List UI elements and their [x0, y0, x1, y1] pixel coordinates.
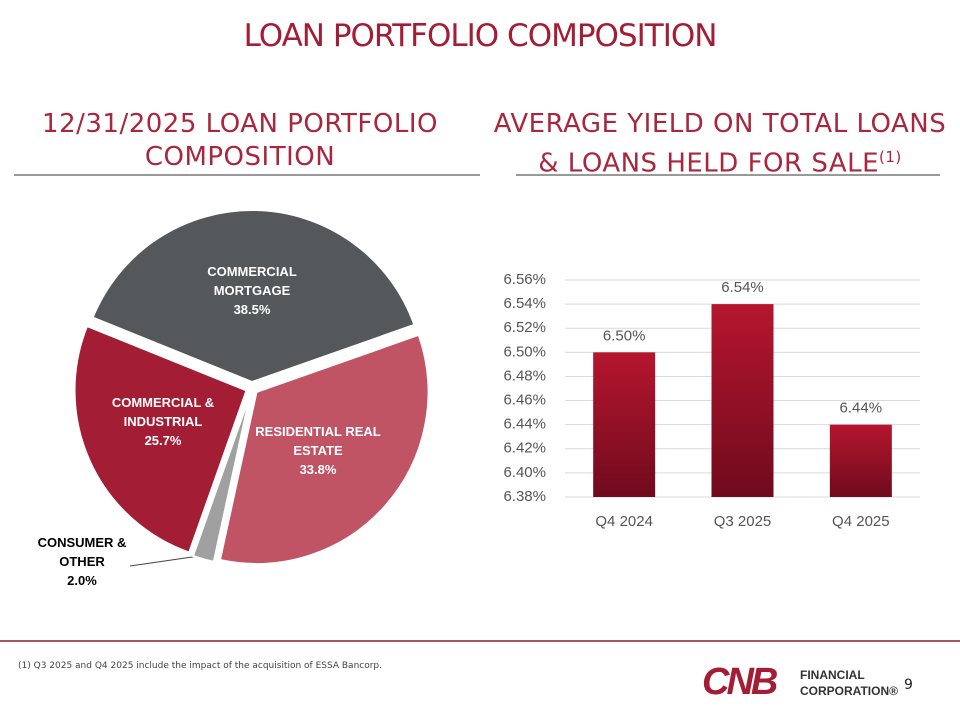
category-label: RESIDENTIAL REAL ESTATE — [255, 424, 381, 458]
slice-label: CONSUMER & OTHER 2.0% — [27, 533, 137, 590]
slice-label: COMMERCIAL & INDUSTRIAL 25.7% — [93, 393, 233, 450]
pie-slice — [91, 209, 416, 384]
x-tick-label: Q4 2024 — [595, 513, 653, 530]
page-number: 9 — [904, 677, 913, 693]
pie-slice — [191, 393, 252, 564]
footnote: (1) Q3 2025 and Q4 2025 include the impa… — [18, 661, 382, 671]
y-tick-label: 6.54% — [503, 295, 546, 312]
category-label: CONSUMER & OTHER — [37, 535, 127, 569]
value-label: 6.44% — [840, 400, 883, 417]
chart-title-text: AVERAGE YIELD ON TOTAL LOANS & LOANS HEL… — [493, 109, 947, 179]
y-tick-label: 6.50% — [503, 343, 546, 360]
value-label: 2.0% — [67, 573, 97, 588]
pie-slice — [218, 333, 430, 565]
y-tick-label: 6.42% — [503, 440, 546, 457]
category-label: COMMERCIAL & INDUSTRIAL — [111, 395, 215, 429]
value-label: 38.5% — [233, 302, 271, 317]
bar — [711, 304, 774, 497]
value-label: 25.7% — [144, 433, 182, 448]
slice-label: RESIDENTIAL REAL ESTATE 33.8% — [248, 422, 388, 479]
slice-label: COMMERCIAL MORTGAGE 38.5% — [177, 262, 327, 319]
y-tick-label: 6.38% — [503, 488, 546, 505]
chart-title: 12/31/2025 LOAN PORTFOLIO COMPOSITION — [42, 109, 438, 172]
category-label: COMMERCIAL MORTGAGE — [207, 264, 297, 298]
y-tick-label: 6.48% — [503, 367, 546, 384]
bar — [829, 424, 892, 497]
value-label: 33.8% — [299, 462, 337, 477]
y-tick-label: 6.52% — [503, 319, 546, 336]
slide-title: LOAN PORTFOLIO COMPOSITION — [243, 18, 718, 54]
y-tick-label: 6.40% — [503, 464, 546, 481]
x-tick-label: Q3 2025 — [714, 513, 772, 530]
x-tick-label: Q4 2025 — [832, 513, 890, 530]
logo: CNB FINANCIAL CORPORATION® — [702, 661, 898, 703]
y-tick-label: 6.46% — [503, 392, 546, 409]
y-tick-label: 6.56% — [503, 271, 546, 288]
pie-slice — [73, 324, 248, 554]
logo-mark: CNB — [702, 661, 778, 703]
chart-title: AVERAGE YIELD ON TOTAL LOANS & LOANS HEL… — [480, 108, 960, 181]
y-tick-label: 6.44% — [503, 416, 546, 433]
bar — [593, 352, 656, 497]
value-label: 6.54% — [721, 279, 764, 296]
title-note: (1) — [879, 148, 902, 166]
logo-text: CORPORATION® — [800, 684, 898, 698]
logo-text: FINANCIAL — [800, 668, 865, 682]
value-label: 6.50% — [603, 327, 646, 344]
